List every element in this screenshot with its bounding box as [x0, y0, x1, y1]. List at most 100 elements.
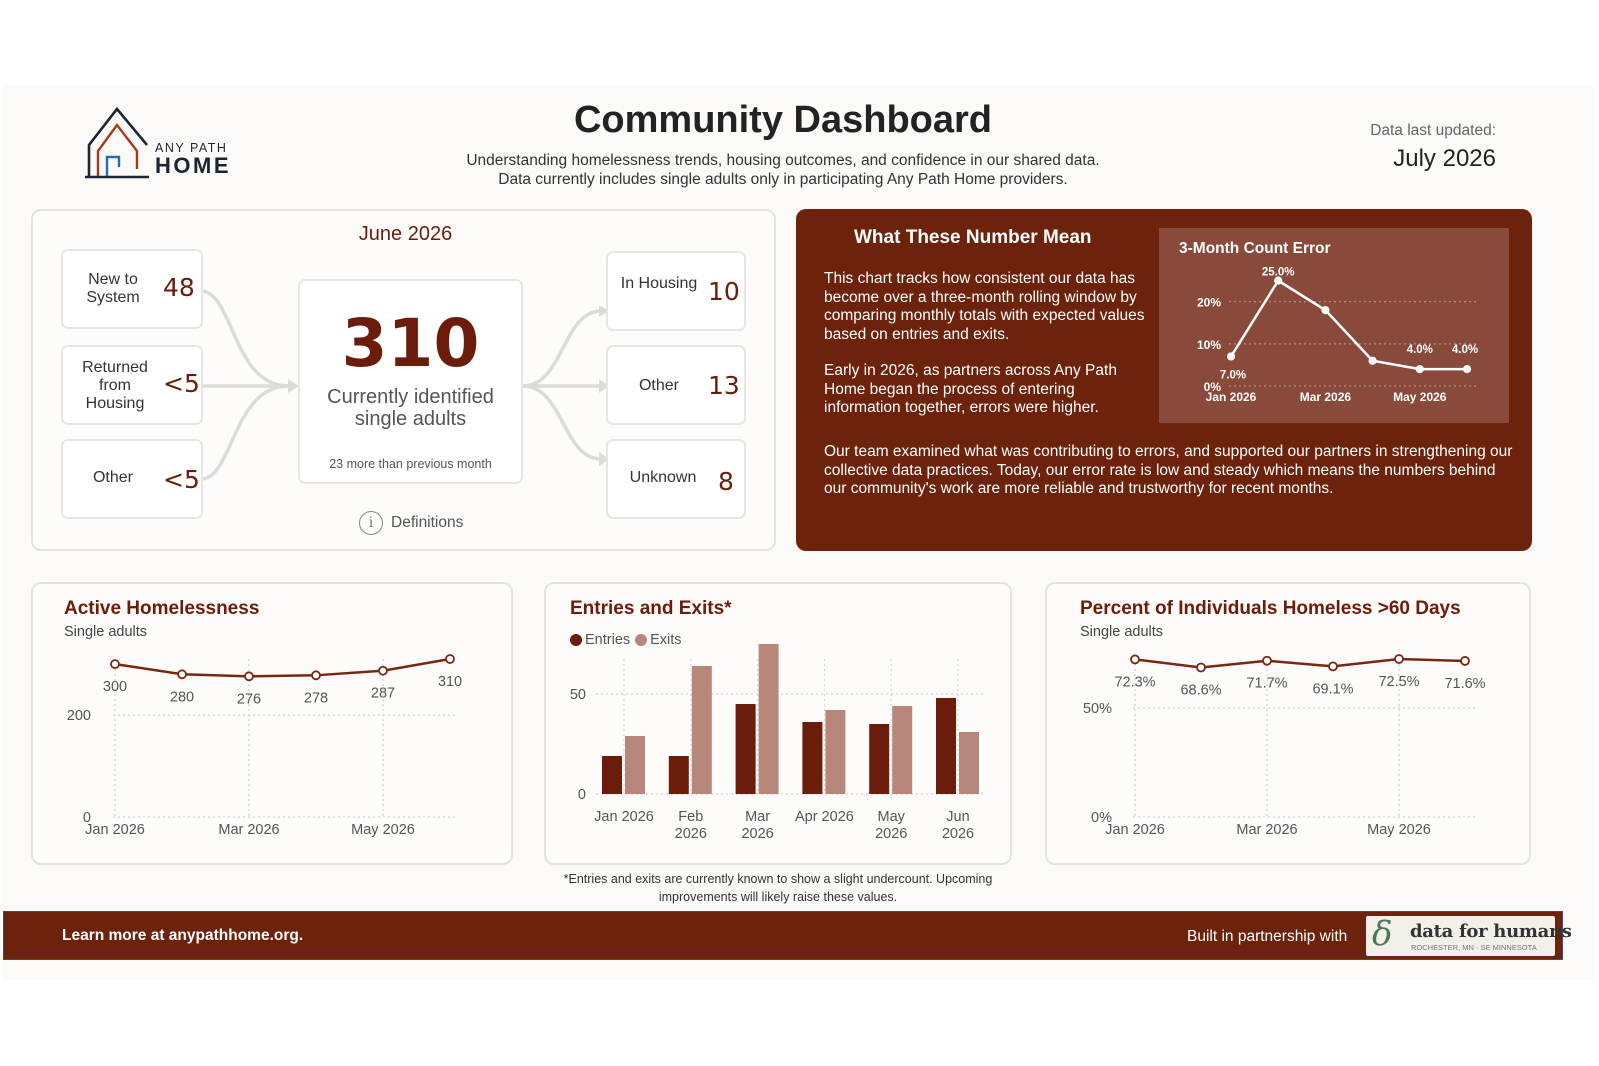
data-point: [1460, 656, 1470, 666]
inflow-new-to-system: New to System 48: [61, 249, 203, 329]
outflow-value: 13: [708, 371, 740, 400]
y-tick-label: 50: [570, 687, 586, 703]
bar-entries: [802, 722, 823, 794]
data-point: [1130, 654, 1140, 665]
any-path-home-logo[interactable]: ANY PATH HOME: [85, 103, 235, 183]
data-label: 280: [170, 689, 194, 705]
footer-bar: Learn more at anypathhome.org. Built in …: [3, 911, 1572, 960]
page-subtitle-line1: Understanding homelessness trends, housi…: [466, 152, 1100, 169]
explanation-panel: What These Number Mean This chart tracks…: [796, 209, 1532, 551]
current-total-note: 23 more than previous month: [329, 457, 492, 471]
x-tick-label: Mar 2026: [1300, 390, 1352, 404]
data-label: 72.5%: [1378, 674, 1419, 690]
x-tick-label: May 2026: [1367, 822, 1431, 838]
series-line: [1229, 278, 1467, 371]
outflow-in-housing: In Housing 10: [606, 251, 746, 331]
partner-label: Built in partnership with: [1187, 928, 1348, 945]
pct-60-days-card: Percent of Individuals Homeless >60 Days…: [1045, 582, 1531, 865]
data-for-humans-logo[interactable]: δ data for humans ROCHESTER, MN · SE MIN…: [1366, 914, 1572, 956]
y-tick-label: 10%: [1197, 338, 1221, 352]
inflow-other: Other <5: [61, 439, 203, 519]
updated-label: Data last updated:: [1370, 122, 1496, 139]
data-label: 7.0%: [1220, 370, 1246, 382]
y-tick-label: 20%: [1197, 296, 1221, 310]
active-homelessness-title: Active Homelessness: [64, 598, 260, 619]
definitions-link[interactable]: i Definitions: [359, 509, 463, 537]
outflow-value: 10: [708, 277, 740, 306]
y-tick-label: 0%: [1204, 380, 1222, 394]
inflow-label: Returned from Housing: [82, 359, 148, 412]
data-label: 278: [304, 690, 328, 706]
entries-exits-legend: Entries Exits: [570, 632, 682, 648]
count-error-chart: 0% 10% 20% Jan 2026 Mar 2026 May 2026 7.0% 25.0…: [1197, 267, 1478, 404]
logo-text-bottom: HOME: [155, 153, 231, 178]
x-tick-label: May 2026: [1393, 390, 1447, 404]
data-label: 276: [237, 691, 261, 707]
pct-60-days-title: Percent of Individuals Homeless >60 Days: [1080, 598, 1461, 619]
current-total-value: 310: [341, 305, 480, 382]
data-label: 72.3%: [1114, 674, 1155, 690]
series-line: [1134, 657, 1466, 669]
bar-entries: [602, 756, 622, 794]
x-tick-label: 2026: [741, 826, 773, 842]
data-point: [177, 669, 187, 680]
info-circle-icon: i: [359, 511, 383, 535]
count-error-chart-box: 3-Month Count Error 0% 10% 20% Jan 2026 Mar …: [1159, 228, 1509, 423]
page-title: Community Dashboard: [573, 99, 993, 141]
data-point: [1415, 365, 1424, 374]
active-homelessness-card: Active Homelessness Single adults 0 200 Ja…: [31, 582, 513, 865]
y-tick-label: 0%: [1091, 810, 1112, 826]
explanation-heading: What These Number Mean: [854, 227, 1092, 248]
data-label: 4.0%: [1452, 344, 1478, 356]
x-tick-label: Jan 2026: [1105, 822, 1165, 838]
bar-entries: [668, 756, 689, 794]
current-total-box: 310 Currently identified single adults 2…: [298, 279, 523, 484]
y-tick-label: 0: [83, 810, 91, 826]
partner-tagline: ROCHESTER, MN · SE MINNESOTA: [1411, 943, 1537, 952]
x-tick-label: Apr 2026: [795, 809, 854, 825]
bar-exits: [825, 710, 846, 794]
data-point: [1274, 276, 1283, 285]
bar-exits: [625, 736, 645, 794]
series-line: [114, 657, 451, 678]
x-tick-label: 2026: [942, 826, 974, 842]
x-tick-label: Mar: [745, 809, 770, 825]
data-point: [1321, 306, 1330, 315]
bar-exits: [959, 732, 979, 794]
inflow-label: Other: [92, 469, 133, 486]
dashboard-page: ANY PATH HOME Community Dashboard Unders…: [3, 85, 1593, 980]
x-tick-label: Mar 2026: [218, 822, 279, 838]
data-label: 68.6%: [1180, 682, 1221, 698]
delta-icon: δ: [1372, 914, 1393, 954]
summary-month: June 2026: [358, 223, 453, 245]
x-tick-label: Jun: [946, 809, 969, 825]
bar-exits: [691, 666, 712, 794]
entries-exits-title: Entries and Exits*: [570, 598, 732, 619]
pct-60-days-subtitle: Single adults: [1080, 624, 1164, 640]
partner-name: data for humans: [1410, 921, 1572, 942]
june-summary-card: June 2026 New to System 48 Returned f: [31, 209, 776, 551]
data-label: 71.6%: [1444, 676, 1485, 692]
page-subtitle-line2: Data currently includes single adults on…: [498, 171, 1068, 188]
active-homelessness-subtitle: Single adults: [64, 624, 148, 640]
house-logo-icon: [85, 106, 149, 179]
outflow-unknown: Unknown 8: [606, 439, 746, 519]
data-point: [1262, 655, 1272, 666]
data-label: 71.7%: [1246, 676, 1287, 692]
bar-entries: [735, 704, 756, 794]
data-label: 69.1%: [1312, 681, 1353, 697]
legend-entries-label: Entries: [585, 632, 631, 648]
explanation-paragraph-2: Early in 2026, as partners across Any Pa…: [824, 362, 1117, 416]
bar-entries: [936, 698, 956, 794]
outflow-label: Other: [638, 377, 679, 394]
data-label: 287: [371, 686, 395, 702]
data-point: [1368, 356, 1377, 365]
legend-exits-label: Exits: [650, 632, 682, 648]
data-point: [445, 654, 455, 664]
learn-more-link[interactable]: Learn more at anypathhome.org.: [62, 927, 304, 944]
data-point: [1394, 654, 1404, 664]
data-label: 25.0%: [1262, 267, 1295, 279]
updated-value: July 2026: [1393, 145, 1496, 172]
outflow-label: In Housing: [620, 275, 698, 292]
